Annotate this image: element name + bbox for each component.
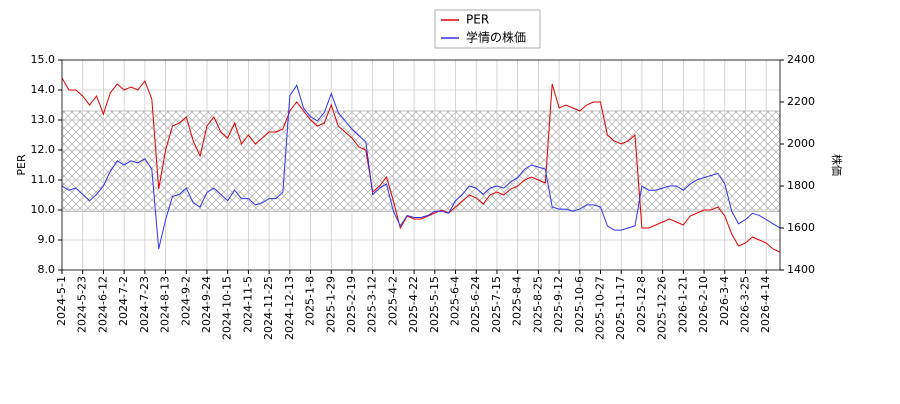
legend: PER 学情の株価	[434, 9, 541, 49]
y2-tick-label: 2000	[787, 137, 815, 150]
x-tick-label: 2025-5-15	[428, 276, 441, 333]
x-tick-label: 2024-9-24	[200, 276, 213, 333]
y-tick-label: 14.0	[31, 83, 56, 96]
x-tick-label: 2025-12-8	[635, 276, 648, 333]
x-tick-label: 2025-6-4	[449, 276, 462, 326]
x-tick-label: 2026-4-14	[759, 276, 772, 333]
x-tick-label: 2024-12-13	[283, 276, 296, 340]
x-tick-label: 2025-8-25	[531, 276, 544, 333]
y-tick-label: 13.0	[31, 113, 56, 126]
legend-box	[434, 9, 541, 49]
series-line	[62, 77, 780, 253]
series-line	[62, 84, 780, 250]
y-tick-label: 8.0	[38, 263, 56, 276]
x-tick-label: 2024-7-23	[138, 276, 151, 333]
x-tick-label: 2024-11-5	[241, 276, 254, 333]
x-tick-label: 2025-1-8	[304, 276, 317, 326]
y2-tick-label: 2200	[787, 95, 815, 108]
y-tick-label: 12.0	[31, 143, 56, 156]
y2-tick-label: 1400	[787, 263, 815, 276]
legend-label: PER	[466, 13, 489, 27]
x-tick-label: 2024-11-25	[262, 276, 275, 340]
x-tick-label: 2025-1-29	[324, 276, 337, 333]
x-tick-label: 2025-4-2	[386, 276, 399, 326]
x-tick-label: 2025-7-15	[490, 276, 503, 333]
x-tick-label: 2024-8-13	[159, 276, 172, 333]
x-tick-label: 2024-10-15	[221, 276, 234, 340]
x-tick-label: 2024-5-23	[76, 276, 89, 333]
y2-tick-label: 1800	[787, 179, 815, 192]
y-axis-label: PER	[15, 154, 28, 176]
x-tick-label: 2024-5-1	[55, 276, 68, 326]
x-tick-label: 2026-2-10	[697, 276, 710, 333]
y2-axis-label: 株価	[830, 154, 844, 176]
x-tick-label: 2026-3-25	[738, 276, 751, 333]
x-tick-label: 2026-3-4	[718, 276, 731, 326]
y-tick-label: 15.0	[31, 53, 56, 66]
range-band	[62, 110, 780, 212]
x-tick-label: 2025-6-24	[469, 276, 482, 333]
x-tick-label: 2025-2-19	[345, 276, 358, 333]
x-tick-label: 2025-11-17	[614, 276, 627, 340]
plot-frame	[61, 59, 781, 271]
y-tick-label: 11.0	[31, 173, 56, 186]
x-tick-label: 2024-7-2	[117, 276, 130, 326]
x-tick-label: 2024-9-2	[179, 276, 192, 326]
y-tick-label: 10.0	[31, 203, 56, 216]
x-tick-label: 2025-9-12	[552, 276, 565, 333]
x-tick-label: 2026-1-21	[676, 276, 689, 333]
y2-tick-label: 1600	[787, 221, 815, 234]
y2-tick-label: 2400	[787, 53, 815, 66]
x-tick-label: 2025-8-4	[511, 276, 524, 326]
x-tick-label: 2025-10-6	[573, 276, 586, 333]
x-tick-label: 2025-4-22	[407, 276, 420, 333]
x-tick-label: 2025-3-12	[366, 276, 379, 333]
x-tick-label: 2024-6-12	[96, 276, 109, 333]
x-tick-label: 2025-10-27	[594, 276, 607, 340]
x-tick-label: 2025-12-26	[656, 276, 669, 340]
legend-label: 学情の株価	[466, 30, 526, 45]
y-tick-label: 9.0	[38, 233, 56, 246]
